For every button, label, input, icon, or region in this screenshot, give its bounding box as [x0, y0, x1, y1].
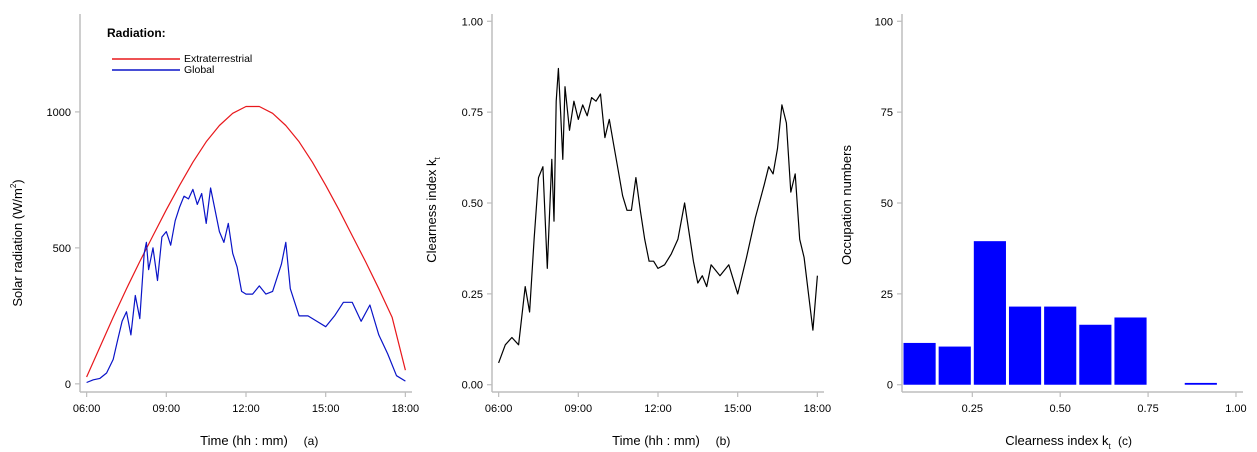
panel-b-y-ticks: 0.00 0.25 0.50 0.75 1.00 [462, 16, 492, 392]
histogram-bar [1114, 317, 1147, 385]
panel-c-label: (c) [1118, 434, 1132, 448]
x-tick-label: 0.75 [1137, 403, 1158, 415]
panel-b-x-axis-label: Time (hh : mm) [612, 433, 700, 448]
x-tick-label: 06:00 [485, 403, 513, 415]
x-tick-label: 1.00 [1225, 403, 1246, 415]
panel-b: 06:00 09:00 12:00 15:00 18:00 0.000.250.500.… [424, 14, 831, 448]
panel-a-x-axis-label: Time (hh : mm) [200, 433, 288, 448]
histogram-bar [1079, 324, 1112, 385]
panel-a-y-ticks: 0 500 1000 [47, 107, 80, 391]
histogram-bar [1184, 382, 1217, 385]
panel-a-y-axis-label-main: Solar radiation (W/m [10, 188, 25, 306]
histogram-bar [938, 346, 971, 385]
x-tick-label: 12:00 [644, 403, 672, 415]
y-tick-label: 75 [881, 107, 893, 119]
y-tick-label: 1.00 [462, 16, 483, 28]
histogram-bar [973, 241, 1006, 385]
panel-b-y-axis-label: Clearness index kt [424, 156, 442, 262]
y-tick-label: 50 [881, 198, 893, 210]
panel-b-y-axis-label-main: Clearness index k [424, 159, 439, 263]
x-tick-label: 09:00 [565, 403, 593, 415]
series-line-extraterrestrial [86, 105, 406, 378]
panel-c-x-axis-label: Clearness index kt [1005, 433, 1111, 451]
legend-title: Radiation: [107, 26, 166, 40]
histogram-bar [1008, 306, 1042, 385]
panel-a-y-axis-label-close: ) [10, 179, 25, 183]
panel-a-label: (a) [304, 434, 319, 448]
y-tick-label: 0.50 [462, 198, 483, 210]
y-tick-label: 0.00 [462, 380, 483, 392]
panel-b-y-axis-label-sub: t [433, 156, 442, 159]
legend-label-global: Global [184, 64, 214, 76]
panel-c-x-ticks: 0.25 0.50 0.75 1.00 [962, 392, 1247, 415]
histogram-bar [903, 342, 936, 385]
panel-b-x-ticks: 06:00 09:00 12:00 15:00 18:00 [485, 392, 831, 415]
x-tick-label: 0.50 [1049, 403, 1070, 415]
x-tick-label: 18:00 [804, 403, 832, 415]
panel-c: 0.25 0.50 0.75 1.00 0 25 50 75 100 Occupation n… [839, 14, 1247, 451]
y-tick-label: 1000 [47, 107, 71, 119]
panel-a-y-axis-label-sup: 2 [9, 183, 18, 188]
panel-c-y-ticks: 0 25 50 75 100 [875, 16, 902, 392]
panel-c-x-axis-label-sub: t [1109, 442, 1112, 451]
histogram-bar [1044, 306, 1077, 385]
y-tick-label: 25 [881, 289, 893, 301]
y-tick-label: 0.25 [462, 289, 483, 301]
x-tick-label: 12:00 [232, 403, 260, 415]
series-line-global [86, 187, 406, 384]
panel-b-axes [491, 14, 824, 393]
panel-c-y-axis-label: Occupation numbers [839, 145, 854, 265]
x-tick-label: 15:00 [312, 403, 340, 415]
x-tick-label: 06:00 [73, 403, 101, 415]
legend: Radiation: Extraterrestrial Global [107, 26, 252, 76]
y-tick-label: 100 [875, 16, 893, 28]
panel-c-plot [903, 241, 1217, 385]
legend-label-extraterrestrial: Extraterrestrial [184, 53, 252, 65]
panel-b-plot [498, 67, 818, 364]
series-line-clearness-index [498, 67, 818, 364]
y-tick-label: 0 [887, 380, 893, 392]
y-tick-label: 0.75 [462, 107, 483, 119]
panel-a-x-ticks: 06:00 09:00 12:00 15:00 18:00 [73, 392, 419, 415]
y-tick-label: 500 [53, 243, 71, 255]
x-tick-label: 18:00 [392, 403, 420, 415]
panel-a-y-axis-label: Solar radiation (W/m2) [9, 179, 25, 306]
x-tick-label: 0.25 [962, 403, 983, 415]
panel-b-label: (b) [716, 434, 731, 448]
panel-c-x-axis-label-main: Clearness index k [1005, 433, 1109, 448]
panel-a: 06:00 09:00 12:00 15:00 18:00 0 500 1000 Radia… [9, 14, 419, 448]
x-tick-label: 15:00 [724, 403, 752, 415]
y-tick-label: 0 [65, 379, 71, 391]
panel-a-plot [86, 105, 406, 384]
x-tick-label: 09:00 [153, 403, 181, 415]
